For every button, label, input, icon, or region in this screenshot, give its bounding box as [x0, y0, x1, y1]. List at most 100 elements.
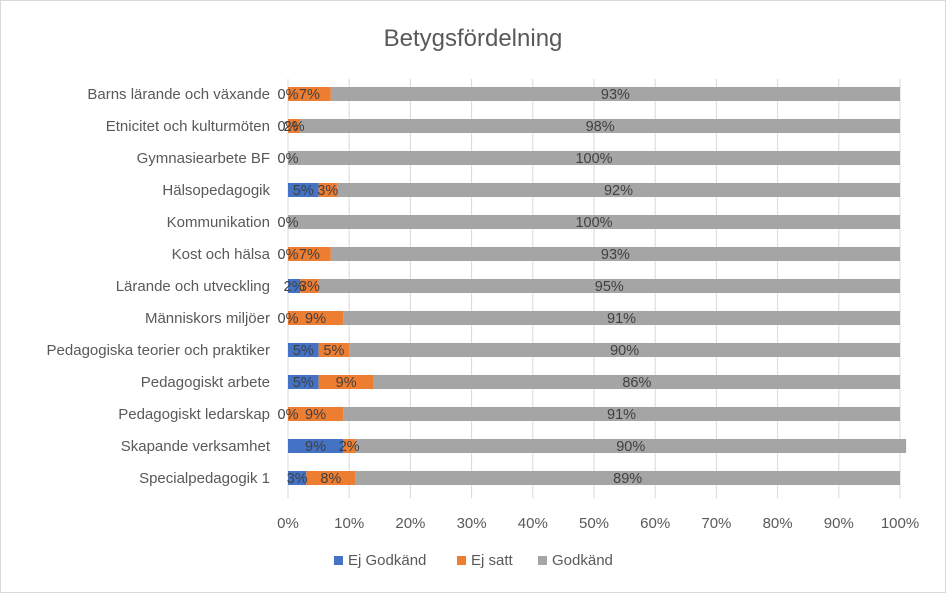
- data-label: 5%: [293, 375, 314, 391]
- bar-segment: [288, 119, 301, 133]
- legend-item: Ej satt: [457, 552, 514, 569]
- data-label: 92%: [604, 183, 633, 199]
- category-label: Skapande verksamhet: [121, 438, 271, 455]
- x-tick-label: 10%: [334, 515, 364, 532]
- bar-segment: [336, 183, 901, 197]
- data-label: 95%: [595, 279, 624, 295]
- category-label: Lärande och utveckling: [116, 278, 270, 295]
- data-label: 91%: [607, 407, 636, 423]
- bar-segment: [330, 247, 901, 261]
- category-label: Barns lärande och växande: [87, 86, 270, 103]
- bar-segment: [343, 407, 901, 421]
- bar-segment: [288, 343, 319, 357]
- legend: Ej Godkänd Ej satt Godkänd: [334, 552, 613, 569]
- data-label: 100%: [575, 151, 612, 167]
- bar-segment: [288, 87, 331, 101]
- data-label: 93%: [601, 247, 630, 263]
- data-label: 7%: [299, 247, 320, 263]
- bar-segment: [349, 343, 900, 357]
- data-label: 5%: [323, 343, 344, 359]
- x-tick-label: 30%: [457, 515, 487, 532]
- bar-segment: [288, 247, 331, 261]
- category-label: Etnicitet och kulturmöten: [106, 118, 270, 135]
- bar-segment: [318, 375, 374, 389]
- data-label: 5%: [293, 343, 314, 359]
- bars: [288, 87, 907, 485]
- data-label: 100%: [575, 215, 612, 231]
- chart-title: Betygsfördelning: [384, 25, 563, 52]
- bar-segment: [288, 279, 301, 293]
- legend-swatch: [538, 556, 547, 565]
- bar-segment: [318, 183, 337, 197]
- data-label: 2%: [284, 279, 305, 295]
- x-tick-label: 60%: [640, 515, 670, 532]
- legend-label: Godkänd: [552, 552, 613, 569]
- legend-label: Ej Godkänd: [348, 552, 426, 569]
- data-label: 0%: [278, 247, 299, 263]
- bar-segment: [288, 215, 900, 229]
- data-label: 90%: [610, 343, 639, 359]
- data-label: 0%: [278, 215, 299, 231]
- data-label: 0%: [278, 407, 299, 423]
- bar-segment: [288, 471, 307, 485]
- x-tick-label: 50%: [579, 515, 609, 532]
- bar-segment: [355, 471, 900, 485]
- data-label: 0%: [278, 151, 299, 167]
- bar-segment: [343, 439, 356, 453]
- bar-segment: [318, 343, 350, 357]
- bar-segment: [288, 439, 344, 453]
- category-label: Hälsopedagogik: [162, 182, 270, 199]
- data-label: 5%: [293, 183, 314, 199]
- bar-segment: [288, 151, 900, 165]
- x-tick-label: 40%: [518, 515, 548, 532]
- data-label: 3%: [299, 279, 320, 295]
- data-label: 91%: [607, 311, 636, 327]
- bar-segment: [288, 311, 344, 325]
- data-label: 98%: [586, 119, 615, 135]
- category-label: Pedagogiskt ledarskap: [118, 406, 270, 423]
- category-label: Människors miljöer: [145, 310, 270, 327]
- category-label: Pedagogiska teorier och praktiker: [47, 342, 270, 359]
- bar-segment: [306, 471, 356, 485]
- x-tick-label: 20%: [395, 515, 425, 532]
- x-tick-label: 70%: [701, 515, 731, 532]
- data-label: 2%: [339, 439, 360, 455]
- data-label: 3%: [317, 183, 338, 199]
- bar-segment: [355, 439, 907, 453]
- legend-swatch: [334, 556, 343, 565]
- data-label: 9%: [305, 311, 326, 327]
- data-label: 90%: [616, 439, 645, 455]
- x-tick-label: 80%: [763, 515, 793, 532]
- bar-segment: [300, 119, 900, 133]
- bar-segment: [288, 407, 344, 421]
- data-label: 7%: [299, 87, 320, 103]
- bar-segment: [300, 279, 319, 293]
- data-label: 0%: [278, 87, 299, 103]
- data-label: 2%: [284, 119, 305, 135]
- data-label: 9%: [305, 407, 326, 423]
- category-labels: Barns lärande och växande Etnicitet och k…: [47, 86, 271, 487]
- data-label: 9%: [336, 375, 357, 391]
- data-label: 0%: [278, 119, 299, 135]
- category-label: Pedagogiskt arbete: [141, 374, 270, 391]
- bar-segment: [343, 311, 901, 325]
- x-tick-label: 0%: [277, 515, 299, 532]
- legend-swatch: [457, 556, 466, 565]
- bar-segment: [330, 87, 901, 101]
- category-label: Kost och hälsa: [172, 246, 271, 263]
- data-label: 9%: [305, 439, 326, 455]
- data-label: 93%: [601, 87, 630, 103]
- data-label: 86%: [622, 375, 651, 391]
- legend-label: Ej satt: [471, 552, 514, 569]
- legend-item: Godkänd: [538, 552, 613, 569]
- data-label: 3%: [287, 471, 308, 487]
- bar-segment: [288, 375, 319, 389]
- bar-segment: [288, 183, 319, 197]
- x-tick-label: 90%: [824, 515, 854, 532]
- bar-segment: [373, 375, 900, 389]
- category-label: Gymnasiearbete BF: [137, 150, 270, 167]
- category-label: Kommunikation: [167, 214, 270, 231]
- data-label: 0%: [278, 311, 299, 327]
